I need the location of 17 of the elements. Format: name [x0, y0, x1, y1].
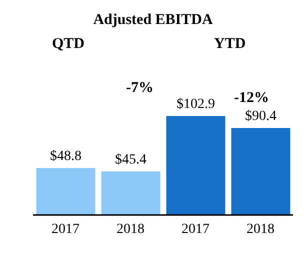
x-tick-label: 2018 — [116, 222, 144, 237]
data-label: $48.8 — [50, 149, 82, 164]
bar — [231, 128, 290, 215]
x-tick-label: 2018 — [246, 222, 274, 237]
text: -7% — [126, 80, 154, 97]
text: -12% — [234, 90, 269, 107]
x-tick-label: 2017 — [52, 222, 80, 237]
bar — [101, 171, 160, 215]
bar — [166, 116, 226, 215]
data-label: $90.4 — [245, 109, 276, 124]
text: QTD — [52, 36, 85, 53]
x-tick-label: 2017 — [182, 222, 210, 237]
text: YTD — [214, 36, 246, 53]
data-label: $45.4 — [115, 152, 146, 168]
bar — [36, 168, 96, 215]
data-label: $102.9 — [176, 97, 215, 112]
chart-title: Adjusted EBITDA — [92, 12, 214, 29]
